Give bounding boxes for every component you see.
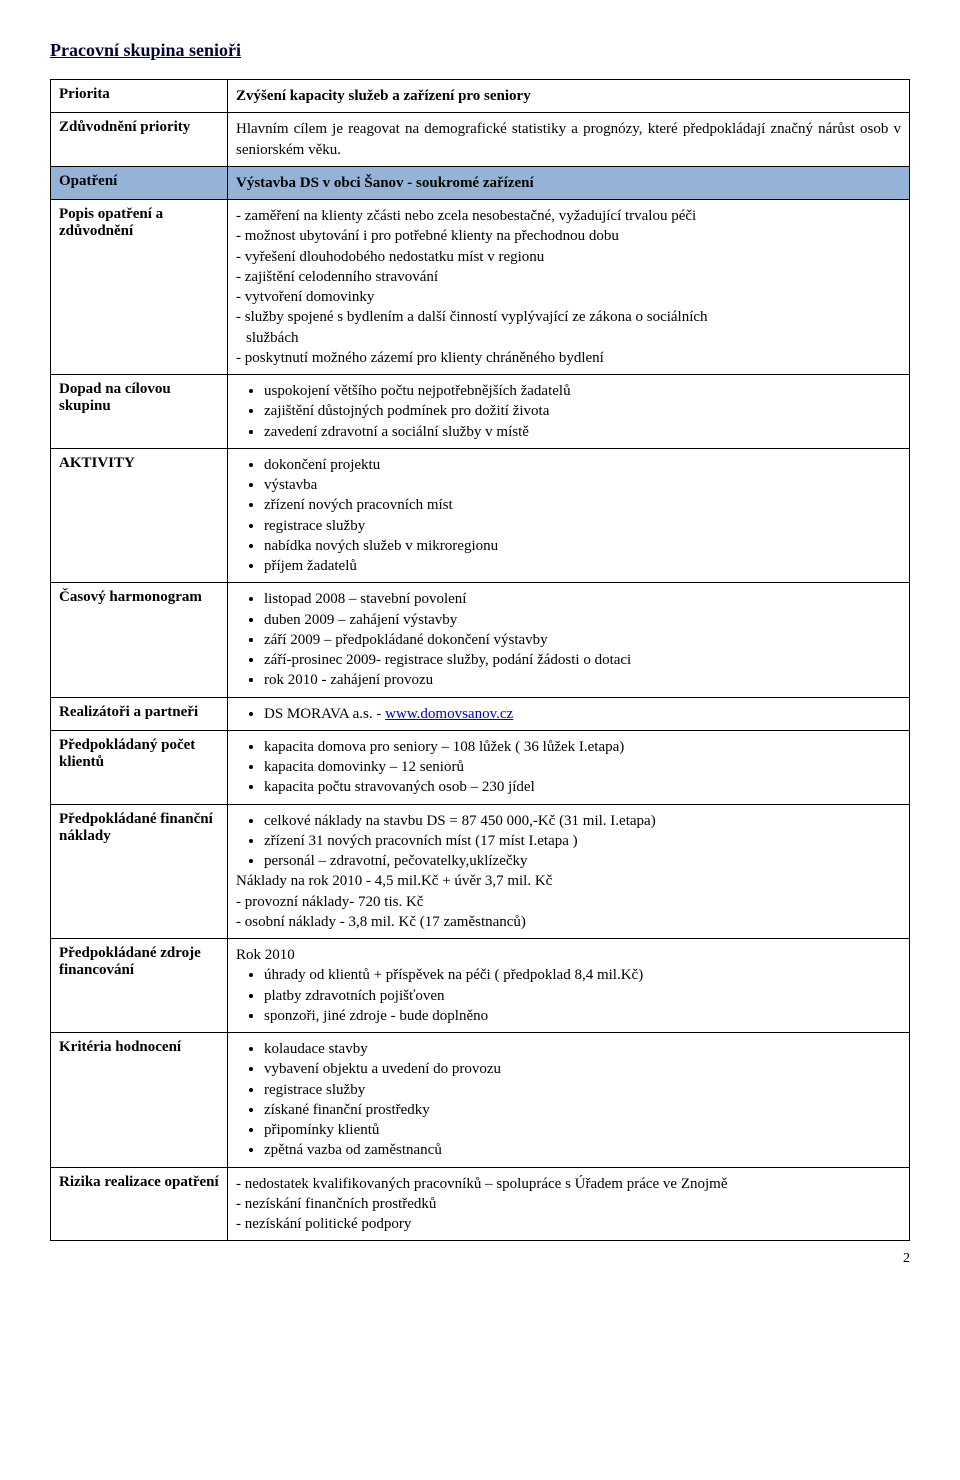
list-item: kapacita počtu stravovaných osob – 230 j… [264,777,901,797]
klienti-list: kapacita domova pro seniory – 108 lůžek … [236,737,901,798]
popis-line: vytvoření domovinky [236,287,901,307]
list-item: uspokojení většího počtu nejpotřebnějšíc… [264,381,901,401]
label-aktivity: AKTIVITY [51,448,228,583]
list-item: sponzoři, jiné zdroje - bude doplněno [264,1006,901,1026]
label-priorita: Priorita [51,80,228,113]
label-klienti: Předpokládaný počet klientů [51,730,228,804]
body-priorita: Zvýšení kapacity služeb a zařízení pro s… [228,80,910,113]
row-zduvodneni-priority: Zdůvodnění priority Hlavním cílem je rea… [51,113,910,167]
rizika-line: nezískání politické podpory [236,1214,901,1234]
list-item: zavedení zdravotní a sociální služby v m… [264,422,901,442]
body-zdroje: Rok 2010 úhrady od klientů + příspěvek n… [228,939,910,1033]
body-opatreni: Výstavba DS v obci Šanov - soukromé zaří… [228,166,910,199]
harmonogram-list: listopad 2008 – stavební povolení duben … [236,589,901,690]
label-kriteria: Kritéria hodnocení [51,1033,228,1168]
list-item: registrace služby [264,1080,901,1100]
row-opatreni: Opatření Výstavba DS v obci Šanov - souk… [51,166,910,199]
list-item: registrace služby [264,516,901,536]
list-item: září 2009 – předpokládané dokončení výst… [264,630,901,650]
row-popis: Popis opatření a zdůvodnění zaměření na … [51,200,910,375]
list-item: nabídka nových služeb v mikroregionu [264,536,901,556]
row-klienti: Předpokládaný počet klientů kapacita dom… [51,730,910,804]
body-kriteria: kolaudace stavby vybavení objektu a uved… [228,1033,910,1168]
realizatori-list: DS MORAVA a.s. - www.domovsanov.cz [236,704,901,724]
list-item: příjem žadatelů [264,556,901,576]
body-zduvodneni-priority: Hlavním cílem je reagovat na demografick… [228,113,910,167]
row-aktivity: AKTIVITY dokončení projektu výstavba zří… [51,448,910,583]
main-table: Priorita Zvýšení kapacity služeb a zaříz… [50,79,910,1241]
list-item: vybavení objektu a uvedení do provozu [264,1059,901,1079]
row-realizatori: Realizátoři a partneři DS MORAVA a.s. - … [51,697,910,730]
naklady-plain: Náklady na rok 2010 - 4,5 mil.Kč + úvěr … [236,871,901,891]
list-item: září-prosinec 2009- registrace služby, p… [264,650,901,670]
label-zdroje: Předpokládané zdroje financování [51,939,228,1033]
list-item: zřízení nových pracovních míst [264,495,901,515]
body-klienti: kapacita domova pro seniory – 108 lůžek … [228,730,910,804]
list-item: celkové náklady na stavbu DS = 87 450 00… [264,811,901,831]
row-naklady: Předpokládané finanční náklady celkové n… [51,804,910,939]
zdroje-list: úhrady od klientů + příspěvek na péči ( … [236,965,901,1026]
list-item: připomínky klientů [264,1120,901,1140]
label-popis: Popis opatření a zdůvodnění [51,200,228,375]
popis-line: zajištění celodenního stravování [236,267,901,287]
row-rizika: Rizika realizace opatření nedostatek kva… [51,1167,910,1241]
list-item: dokončení projektu [264,455,901,475]
list-item: rok 2010 - zahájení provozu [264,670,901,690]
body-naklady: celkové náklady na stavbu DS = 87 450 00… [228,804,910,939]
naklady-plain: - osobní náklady - 3,8 mil. Kč (17 zaměs… [236,912,901,932]
list-item: zřízení 31 nových pracovních míst (17 mí… [264,831,901,851]
row-harmonogram: Časový harmonogram listopad 2008 – stave… [51,583,910,697]
naklady-list: celkové náklady na stavbu DS = 87 450 00… [236,811,901,872]
list-item: kapacita domova pro seniory – 108 lůžek … [264,737,901,757]
body-rizika: nedostatek kvalifikovaných pracovníků – … [228,1167,910,1241]
rizika-line: nedostatek kvalifikovaných pracovníků – … [236,1174,901,1194]
label-naklady: Předpokládané finanční náklady [51,804,228,939]
list-item: zpětná vazba od zaměstnanců [264,1140,901,1160]
zdroje-intro: Rok 2010 [236,945,901,965]
kriteria-list: kolaudace stavby vybavení objektu a uved… [236,1039,901,1161]
body-aktivity: dokončení projektu výstavba zřízení nový… [228,448,910,583]
body-harmonogram: listopad 2008 – stavební povolení duben … [228,583,910,697]
realizatori-link[interactable]: www.domovsanov.cz [385,706,513,722]
body-popis: zaměření na klienty zčásti nebo zcela ne… [228,200,910,375]
list-item: získané finanční prostředky [264,1100,901,1120]
rizika-line: nezískání finančních prostředků [236,1194,901,1214]
aktivity-list: dokončení projektu výstavba zřízení nový… [236,455,901,577]
page-number: 2 [50,1241,910,1267]
row-priorita: Priorita Zvýšení kapacity služeb a zaříz… [51,80,910,113]
label-dopad: Dopad na cílovou skupinu [51,375,228,449]
popis-line: vyřešení dlouhodobého nedostatku míst v … [236,247,901,267]
page-title: Pracovní skupina senioři [50,40,910,61]
list-item: úhrady od klientů + příspěvek na péči ( … [264,965,901,985]
list-item: výstavba [264,475,901,495]
popis-line: možnost ubytování i pro potřebné klienty… [236,226,901,246]
list-item: platby zdravotních pojišťoven [264,986,901,1006]
list-item: kolaudace stavby [264,1039,901,1059]
list-item: listopad 2008 – stavební povolení [264,589,901,609]
row-zdroje: Předpokládané zdroje financování Rok 201… [51,939,910,1033]
label-zduvodneni-priority: Zdůvodnění priority [51,113,228,167]
popis-line: služby spojené s bydlením a další činnos… [236,307,901,327]
row-dopad: Dopad na cílovou skupinu uspokojení větš… [51,375,910,449]
label-opatreni: Opatření [51,166,228,199]
popis-line-cont: službách [236,328,901,348]
popis-line: poskytnutí možného zázemí pro klienty ch… [236,348,901,368]
label-harmonogram: Časový harmonogram [51,583,228,697]
naklady-plain: - provozní náklady- 720 tis. Kč [236,892,901,912]
list-item: DS MORAVA a.s. - www.domovsanov.cz [264,704,901,724]
popis-line: zaměření na klienty zčásti nebo zcela ne… [236,206,901,226]
row-kriteria: Kritéria hodnocení kolaudace stavby vyba… [51,1033,910,1168]
label-realizatori: Realizátoři a partneři [51,697,228,730]
list-item: duben 2009 – zahájení výstavby [264,610,901,630]
list-item: zajištění důstojných podmínek pro dožití… [264,401,901,421]
realizatori-prefix: DS MORAVA a.s. - [264,706,385,722]
dopad-list: uspokojení většího počtu nejpotřebnějšíc… [236,381,901,442]
body-dopad: uspokojení většího počtu nejpotřebnějšíc… [228,375,910,449]
list-item: kapacita domovinky – 12 seniorů [264,757,901,777]
list-item: personál – zdravotní, pečovatelky,uklíze… [264,851,901,871]
label-rizika: Rizika realizace opatření [51,1167,228,1241]
body-realizatori: DS MORAVA a.s. - www.domovsanov.cz [228,697,910,730]
